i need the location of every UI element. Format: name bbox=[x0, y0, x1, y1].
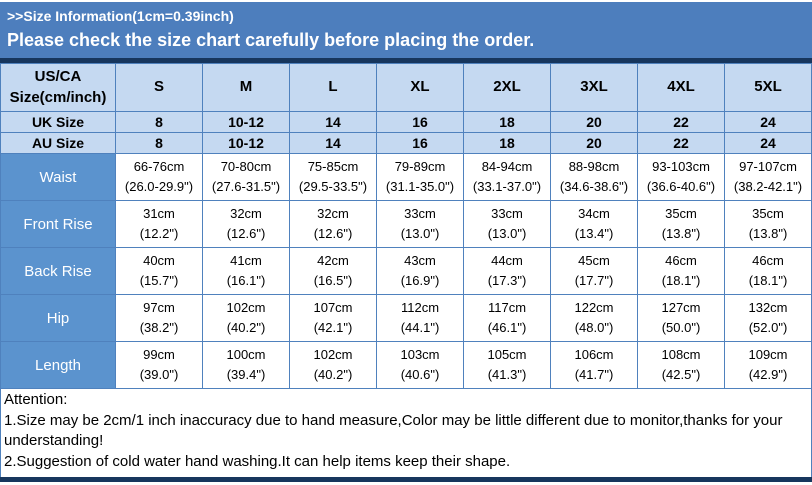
size-chart-head: US/CA Size(cm/inch) S M L XL 2XL 3XL 4XL 5XL bbox=[0, 63, 812, 112]
size-column-header: S bbox=[115, 63, 203, 112]
attention-title: Attention: bbox=[4, 391, 68, 408]
measurement-row: Back Rise 40cm (15.7") 41cm (16.1") 42cm (1… bbox=[0, 247, 812, 295]
size-value-cell: 16 bbox=[376, 111, 464, 133]
attention-note-2: 2.Suggestion of cold water hand washing.… bbox=[4, 453, 511, 471]
size-column-header: L bbox=[289, 63, 377, 112]
measurement-value-cell: 31cm (12.2") bbox=[115, 200, 203, 248]
size-conversion-row: AU Size 8 10-12 14 16 18 20 22 24 bbox=[0, 132, 812, 154]
measurement-row: Hip 97cm (38.2") 102cm (40.2") 107cm (42.1"… bbox=[0, 294, 812, 342]
size-column-header: 4XL bbox=[637, 63, 725, 112]
size-information-title: >>Size Information(1cm=0.39inch) bbox=[7, 8, 234, 24]
size-value-cell: 22 bbox=[637, 111, 725, 133]
attention-section: Attention: 1.Size may be 2cm/1 inch inac… bbox=[0, 389, 812, 477]
measurement-value-cell: 117cm (46.1") bbox=[463, 294, 551, 342]
measurement-value-cell: 107cm (42.1") bbox=[289, 294, 377, 342]
size-column-header: M bbox=[202, 63, 290, 112]
size-value-cell: 18 bbox=[463, 111, 551, 133]
row-label: Front Rise bbox=[0, 200, 116, 248]
measurement-row: Waist 66-76cm (26.0-29.9") 70-80cm (27.6-3… bbox=[0, 153, 812, 201]
measurement-value-cell: 102cm (40.2") bbox=[289, 341, 377, 389]
size-value-cell: 8 bbox=[115, 111, 203, 133]
corner-header-cell: US/CA Size(cm/inch) bbox=[0, 63, 116, 112]
size-chart-body: UK Size 8 10-12 14 16 18 20 22 24 AU Size 8 10-12 14… bbox=[0, 111, 812, 389]
size-value-cell: 24 bbox=[724, 132, 812, 154]
measurement-value-cell: 84-94cm (33.1-37.0") bbox=[463, 153, 551, 201]
measurement-value-cell: 99cm (39.0") bbox=[115, 341, 203, 389]
table-header-row: US/CA Size(cm/inch) S M L XL 2XL 3XL 4XL 5XL bbox=[0, 63, 812, 112]
measurement-value-cell: 32cm (12.6") bbox=[289, 200, 377, 248]
size-column-header: 5XL bbox=[724, 63, 812, 112]
attention-note-1: 1.Size may be 2cm/1 inch inaccuracy due … bbox=[4, 411, 783, 450]
header-banner: >>Size Information(1cm=0.39inch) Please … bbox=[0, 2, 812, 58]
size-value-cell: 18 bbox=[463, 132, 551, 154]
size-chart-warning: Please check the size chart carefully be… bbox=[7, 30, 535, 50]
measurement-value-cell: 97-107cm (38.2-42.1") bbox=[724, 153, 812, 201]
size-value-cell: 20 bbox=[550, 132, 638, 154]
measurement-value-cell: 41cm (16.1") bbox=[202, 247, 290, 295]
size-value-cell: 14 bbox=[289, 111, 377, 133]
measurement-value-cell: 35cm (13.8") bbox=[724, 200, 812, 248]
measurement-value-cell: 132cm (52.0") bbox=[724, 294, 812, 342]
measurement-value-cell: 70-80cm (27.6-31.5") bbox=[202, 153, 290, 201]
measurement-value-cell: 127cm (50.0") bbox=[637, 294, 725, 342]
row-label: Waist bbox=[0, 153, 116, 201]
size-column-header: 3XL bbox=[550, 63, 638, 112]
measurement-value-cell: 112cm (44.1") bbox=[376, 294, 464, 342]
measurement-value-cell: 40cm (15.7") bbox=[115, 247, 203, 295]
size-value-cell: 10-12 bbox=[202, 132, 290, 154]
measurement-value-cell: 79-89cm (31.1-35.0") bbox=[376, 153, 464, 201]
measurement-value-cell: 43cm (16.9") bbox=[376, 247, 464, 295]
row-label: Length bbox=[0, 341, 116, 389]
measurement-value-cell: 44cm (17.3") bbox=[463, 247, 551, 295]
measurement-value-cell: 102cm (40.2") bbox=[202, 294, 290, 342]
measurement-value-cell: 109cm (42.9") bbox=[724, 341, 812, 389]
row-label: AU Size bbox=[0, 132, 116, 154]
size-value-cell: 24 bbox=[724, 111, 812, 133]
row-label: Hip bbox=[0, 294, 116, 342]
row-label: UK Size bbox=[0, 111, 116, 133]
measurement-value-cell: 42cm (16.5") bbox=[289, 247, 377, 295]
measurement-value-cell: 35cm (13.8") bbox=[637, 200, 725, 248]
size-value-cell: 10-12 bbox=[202, 111, 290, 133]
measurement-value-cell: 33cm (13.0") bbox=[376, 200, 464, 248]
size-value-cell: 22 bbox=[637, 132, 725, 154]
measurement-value-cell: 33cm (13.0") bbox=[463, 200, 551, 248]
measurement-value-cell: 66-76cm (26.0-29.9") bbox=[115, 153, 203, 201]
size-column-header: 2XL bbox=[463, 63, 551, 112]
size-value-cell: 14 bbox=[289, 132, 377, 154]
measurement-value-cell: 97cm (38.2") bbox=[115, 294, 203, 342]
measurement-row: Front Rise 31cm (12.2") 32cm (12.6") 32cm (… bbox=[0, 200, 812, 248]
measurement-value-cell: 105cm (41.3") bbox=[463, 341, 551, 389]
measurement-value-cell: 46cm (18.1") bbox=[637, 247, 725, 295]
bottom-divider bbox=[0, 476, 812, 482]
size-value-cell: 8 bbox=[115, 132, 203, 154]
measurement-value-cell: 93-103cm (36.6-40.6") bbox=[637, 153, 725, 201]
measurement-value-cell: 106cm (41.7") bbox=[550, 341, 638, 389]
measurement-row: Length 99cm (39.0") 100cm (39.4") 102cm (40… bbox=[0, 341, 812, 389]
measurement-value-cell: 122cm (48.0") bbox=[550, 294, 638, 342]
measurement-value-cell: 45cm (17.7") bbox=[550, 247, 638, 295]
size-value-cell: 16 bbox=[376, 132, 464, 154]
size-value-cell: 20 bbox=[550, 111, 638, 133]
size-conversion-row: UK Size 8 10-12 14 16 18 20 22 24 bbox=[0, 111, 812, 133]
measurement-value-cell: 108cm (42.5") bbox=[637, 341, 725, 389]
measurement-value-cell: 46cm (18.1") bbox=[724, 247, 812, 295]
measurement-value-cell: 75-85cm (29.5-33.5") bbox=[289, 153, 377, 201]
measurement-value-cell: 88-98cm (34.6-38.6") bbox=[550, 153, 638, 201]
measurement-value-cell: 32cm (12.6") bbox=[202, 200, 290, 248]
row-label: Back Rise bbox=[0, 247, 116, 295]
size-column-header: XL bbox=[376, 63, 464, 112]
measurement-value-cell: 34cm (13.4") bbox=[550, 200, 638, 248]
measurement-value-cell: 100cm (39.4") bbox=[202, 341, 290, 389]
measurement-value-cell: 103cm (40.6") bbox=[376, 341, 464, 389]
size-chart-table: US/CA Size(cm/inch) S M L XL 2XL 3XL 4XL 5XL UK … bbox=[0, 63, 812, 389]
top-divider bbox=[0, 58, 812, 63]
